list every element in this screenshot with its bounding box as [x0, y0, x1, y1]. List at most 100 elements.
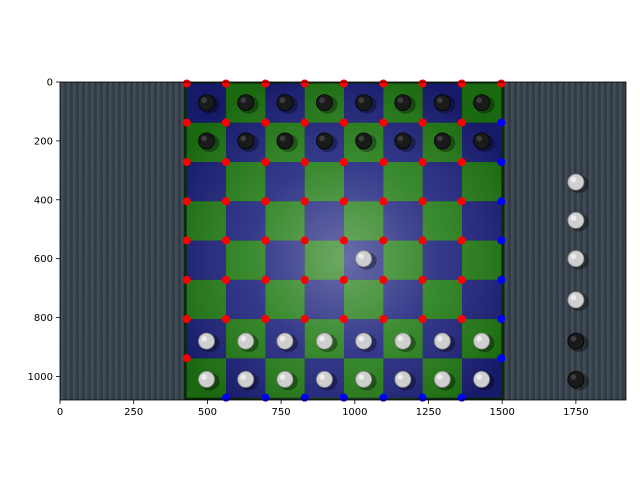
white-piece	[567, 291, 589, 311]
plot-area	[59, 79, 627, 402]
scatter-point	[497, 118, 506, 127]
piece-highlight	[279, 335, 286, 342]
piece-highlight	[476, 97, 482, 104]
scatter-point	[418, 315, 427, 324]
piece-highlight	[279, 135, 286, 142]
scatter-point	[339, 393, 348, 402]
black-piece	[567, 370, 589, 391]
piece-highlight	[240, 374, 247, 380]
scatter-point	[182, 354, 191, 363]
white-piece	[237, 332, 259, 353]
scatter-point	[379, 275, 388, 284]
scatter-point	[182, 118, 191, 127]
white-piece	[433, 332, 456, 353]
x-tick-label: 1750	[563, 407, 588, 418]
scatter-point	[300, 393, 309, 402]
scatter-point	[379, 118, 388, 127]
piece-body	[567, 250, 585, 268]
scatter-point	[182, 79, 191, 88]
white-piece	[567, 250, 589, 270]
white-piece	[276, 370, 298, 391]
piece-highlight	[201, 135, 207, 142]
x-tick-label: 1250	[416, 407, 441, 418]
piece-highlight	[240, 97, 247, 104]
piece-highlight	[570, 294, 577, 301]
piece-body	[237, 332, 255, 350]
scatter-point	[300, 315, 309, 324]
piece-highlight	[240, 335, 247, 342]
piece-body	[237, 94, 255, 112]
y-tick-label: 600	[34, 254, 53, 265]
piece-highlight	[437, 374, 443, 380]
white-piece	[473, 370, 495, 391]
piece-highlight	[279, 97, 286, 104]
scatter-point	[457, 236, 466, 245]
scatter-point	[261, 79, 270, 88]
piece-body	[567, 211, 585, 229]
black-piece	[473, 132, 495, 152]
piece-highlight	[570, 374, 577, 380]
scatter-point	[261, 275, 270, 284]
scatter-point	[221, 236, 230, 245]
white-piece	[567, 173, 589, 194]
piece-highlight	[201, 335, 207, 342]
piece-body	[198, 332, 215, 350]
piece-highlight	[358, 374, 365, 380]
x-tick-label: 1500	[489, 407, 514, 418]
scatter-point	[300, 236, 309, 245]
black-piece	[567, 332, 589, 353]
piece-body	[473, 94, 490, 112]
scatter-point	[497, 275, 506, 284]
black-piece	[433, 94, 456, 114]
piece-body	[355, 132, 373, 150]
scatter-point	[457, 275, 466, 284]
scatter-point	[182, 158, 191, 167]
white-piece	[567, 211, 589, 232]
piece-body	[355, 370, 373, 388]
piece-body	[355, 250, 373, 268]
piece-body	[316, 94, 333, 112]
black-piece	[316, 132, 338, 152]
scatter-point	[418, 158, 427, 167]
scatter-point	[339, 236, 348, 245]
black-piece	[276, 132, 298, 152]
scatter-point	[379, 79, 388, 88]
y-tick-label: 1000	[28, 372, 53, 383]
piece-body	[433, 132, 451, 150]
scatter-point	[182, 197, 191, 206]
piece-highlight	[437, 135, 443, 142]
scatter-point	[457, 315, 466, 324]
black-piece	[355, 94, 377, 114]
scatter-point	[418, 118, 427, 127]
piece-highlight	[358, 135, 365, 142]
piece-highlight	[397, 374, 404, 380]
piece-body	[433, 370, 451, 388]
black-piece	[237, 94, 259, 114]
piece-body	[316, 132, 333, 150]
white-piece	[394, 332, 416, 353]
scatter-point	[221, 79, 230, 88]
piece-body	[473, 132, 490, 150]
black-piece	[394, 94, 416, 114]
y-tick-label: 200	[34, 136, 53, 147]
piece-body	[567, 173, 585, 191]
piece-highlight	[397, 135, 404, 142]
piece-highlight	[358, 97, 365, 104]
scatter-point	[457, 158, 466, 167]
white-piece	[355, 332, 377, 353]
piece-body	[237, 132, 255, 150]
white-piece	[276, 332, 298, 353]
piece-body	[276, 132, 294, 150]
piece-body	[355, 94, 373, 112]
scatter-point	[221, 275, 230, 284]
scatter-point	[261, 393, 270, 402]
x-tick-label: 0	[57, 407, 63, 418]
scatter-point	[339, 275, 348, 284]
piece-highlight	[570, 215, 577, 221]
x-tick-label: 1000	[342, 407, 367, 418]
piece-body	[473, 370, 490, 388]
piece-body	[394, 370, 412, 388]
piece-highlight	[476, 135, 482, 142]
piece-highlight	[476, 374, 482, 380]
scatter-point	[497, 197, 506, 206]
